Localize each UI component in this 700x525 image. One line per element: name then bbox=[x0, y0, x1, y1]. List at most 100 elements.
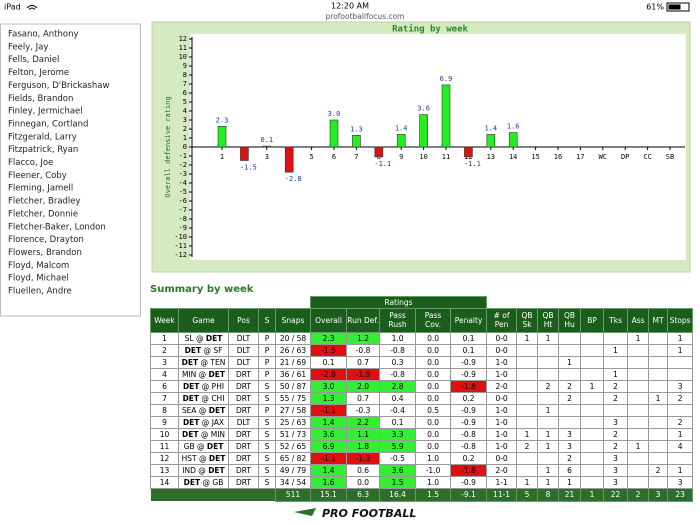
cell: 0-0 bbox=[486, 451, 518, 465]
device: iPad bbox=[4, 3, 21, 12]
cell: 1 bbox=[627, 439, 650, 453]
cell: 1.6 bbox=[310, 475, 348, 489]
table-row: 1 SL @ DET DLT P 20 / 58 2.3 1.2 1.0 0.0 0.1 0-0 1 1… bbox=[150, 331, 694, 345]
value-label: -1.5 bbox=[240, 164, 257, 172]
cell: 0.7 bbox=[346, 355, 381, 369]
player-link: Flowers, Brandon bbox=[8, 248, 82, 258]
cell bbox=[627, 379, 650, 393]
y-tick-label: 6 bbox=[183, 89, 187, 97]
cell: 0.5 bbox=[415, 403, 452, 417]
cell: DRT bbox=[228, 403, 259, 417]
column-header: Game bbox=[178, 307, 229, 333]
bar bbox=[419, 114, 428, 148]
cell: S bbox=[258, 379, 276, 393]
game-text: @ JAX bbox=[199, 417, 225, 427]
value-label: 1.4 bbox=[395, 124, 408, 132]
player-link: Feely, Jay bbox=[8, 42, 48, 52]
cell: DRT bbox=[228, 391, 259, 405]
y-tick-label: 1 bbox=[183, 134, 187, 142]
cell bbox=[627, 415, 650, 429]
wifi-icon bbox=[26, 5, 38, 10]
cell: SEA @ DET bbox=[178, 403, 229, 417]
cell: 1.5 bbox=[379, 475, 417, 489]
cell: 26 / 63 bbox=[274, 343, 312, 357]
cell: -0.8 bbox=[379, 367, 417, 381]
cell: S bbox=[258, 391, 276, 405]
cell: HST @ DET bbox=[178, 451, 229, 465]
bar bbox=[464, 146, 473, 158]
table-row: 10 DET @ MIN DRT S 51 / 73 3.6 1.1 3.3 0.0 -0.8 1-… bbox=[150, 427, 694, 441]
cell bbox=[667, 451, 694, 465]
cell: 2 bbox=[603, 427, 629, 441]
player-link: Fitzgerald, Larry bbox=[8, 132, 77, 142]
cell: 0.0 bbox=[415, 343, 452, 357]
cell: 2.3 bbox=[310, 331, 348, 345]
cell bbox=[558, 343, 582, 357]
cell: MIN @ DET bbox=[178, 367, 229, 381]
cell: 3 bbox=[603, 463, 629, 477]
logo-mark bbox=[294, 508, 316, 516]
x-tick-label: 9 bbox=[399, 153, 403, 161]
cell: -0.9 bbox=[450, 415, 488, 429]
cell bbox=[603, 403, 629, 417]
cell: 4 bbox=[667, 439, 694, 453]
column-header: Stops bbox=[667, 307, 694, 333]
cell: 36 / 61 bbox=[274, 367, 312, 381]
y-tick-label: -6 bbox=[179, 197, 187, 205]
x-tick-label: 10 bbox=[419, 153, 427, 161]
cell bbox=[648, 475, 669, 489]
cell: 3.6 bbox=[379, 463, 417, 477]
blank bbox=[150, 488, 276, 501]
column-header: Ass bbox=[627, 307, 650, 333]
cell bbox=[580, 427, 605, 441]
cell: 1 bbox=[537, 475, 560, 489]
cell bbox=[627, 367, 650, 381]
cell: 2 bbox=[558, 379, 582, 393]
summary-title: Summary by week bbox=[150, 284, 254, 295]
value-label: 1.3 bbox=[350, 125, 363, 133]
cell: 9 bbox=[150, 415, 179, 429]
total-cell: 21 bbox=[558, 487, 582, 502]
column-header: Run Def. bbox=[346, 307, 381, 333]
table-row: 8 SEA @ DET DRT P 27 / 58 -1.1 -0.3 -0.4 0.5 -0.9… bbox=[150, 403, 694, 417]
cell: SL @ DET bbox=[178, 331, 229, 345]
total-cell: 15.1 bbox=[310, 487, 348, 502]
cell: 3 bbox=[667, 379, 694, 393]
y-tick-label: 4 bbox=[183, 107, 187, 115]
cell: 2 bbox=[648, 463, 669, 477]
column-header: Week bbox=[150, 307, 179, 333]
team-bold: DET bbox=[183, 477, 201, 487]
player-link: Floyd, Michael bbox=[8, 274, 69, 284]
cell bbox=[558, 415, 582, 429]
y-tick-label: 11 bbox=[179, 44, 187, 52]
cell bbox=[648, 343, 669, 357]
cell: -1.1 bbox=[310, 451, 348, 465]
cell: 6 bbox=[558, 463, 582, 477]
cell: 2.2 bbox=[346, 415, 381, 429]
cell: 1-0 bbox=[486, 355, 518, 369]
game-text: IND @ bbox=[182, 465, 209, 475]
cell: 1 bbox=[580, 379, 605, 393]
cell: GB @ DET bbox=[178, 439, 229, 453]
cell: 0.0 bbox=[415, 367, 452, 381]
cell: -1.9 bbox=[346, 367, 381, 381]
cell: 51 / 73 bbox=[274, 427, 312, 441]
cell: IND @ DET bbox=[178, 463, 229, 477]
cell bbox=[516, 391, 539, 405]
total-cell: 3 bbox=[648, 487, 669, 502]
cell: 3 bbox=[603, 451, 629, 465]
cell bbox=[648, 403, 669, 417]
cell: 1 bbox=[558, 475, 582, 489]
cell: DRT bbox=[228, 451, 259, 465]
bar bbox=[486, 134, 496, 148]
y-tick-label: -9 bbox=[179, 224, 187, 232]
cell bbox=[648, 367, 669, 381]
cell: S bbox=[258, 427, 276, 441]
column-header: Pos bbox=[228, 307, 259, 333]
total-cell: 23 bbox=[667, 487, 694, 502]
cell: 0.0 bbox=[415, 331, 452, 345]
cell bbox=[648, 415, 669, 429]
cell: 2 bbox=[537, 379, 560, 393]
table-row: 11 GB @ DET DRT S 52 / 65 6.9 1.8 5.9 0.0 -0.8 1-0… bbox=[150, 439, 694, 453]
